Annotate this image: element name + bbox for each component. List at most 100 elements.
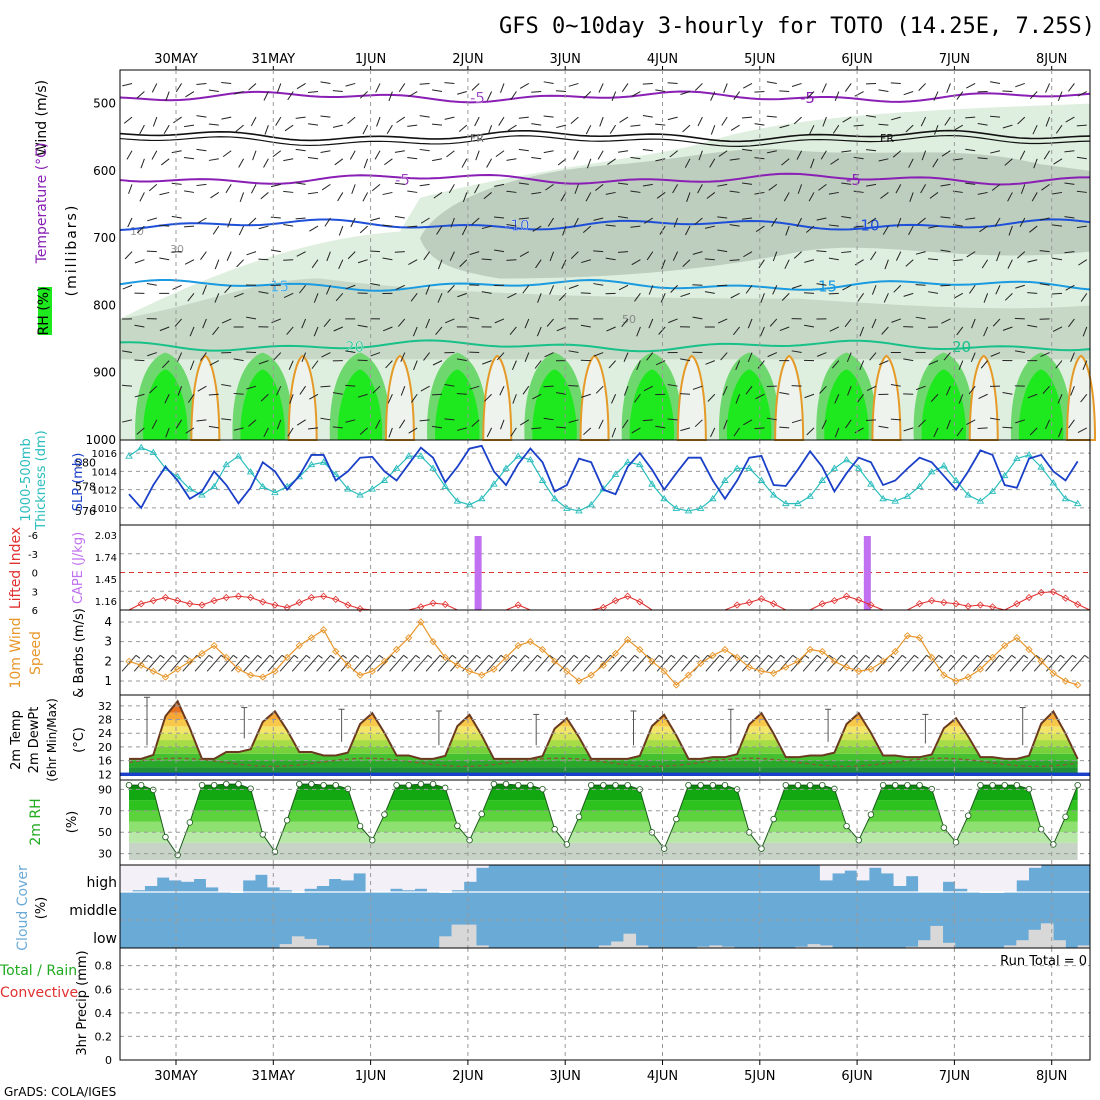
lifted-index-point: [915, 600, 924, 608]
wind-barb: [543, 417, 554, 421]
wind-barb: [697, 184, 703, 194]
lifted-index-point: [1013, 600, 1021, 608]
lifted-index-point: [320, 592, 328, 600]
cloud-high-bar: [967, 865, 980, 892]
tick-label: 12: [98, 768, 112, 781]
wind-barb: [783, 192, 790, 202]
wind-barb: [779, 326, 790, 332]
rh-point: [490, 780, 498, 788]
wind-barb: [621, 318, 629, 327]
cloud-low-bar: [279, 944, 293, 948]
lifted-index-point: [928, 597, 936, 605]
wind-barb: [1080, 393, 1088, 403]
wind-barb: [337, 192, 344, 202]
wind-barb-10m: [547, 654, 563, 672]
thickness-point: [976, 497, 985, 504]
wind-barb-10m: [573, 654, 579, 659]
cloud-low-bar: [905, 946, 919, 948]
wind-barb: [831, 360, 840, 369]
wind-barb: [400, 386, 406, 396]
wind-barb: [754, 91, 765, 93]
wind-barb: [469, 251, 480, 256]
cloud-high-bar: [942, 865, 956, 882]
wind-speed-point: [514, 641, 522, 650]
wind-speed-point: [478, 671, 486, 679]
wind-barb-10m: [340, 654, 356, 672]
isotherm-label: FR: [470, 132, 484, 145]
wind-barb: [136, 91, 145, 99]
wind-barb-10m: [841, 654, 846, 659]
wind-barb: [260, 192, 269, 200]
thickness-point: [636, 460, 644, 468]
cloud-high-bar: [476, 865, 489, 868]
wind-barb: [878, 425, 889, 429]
wind-barb: [968, 385, 976, 395]
axis-label-thickness-top: 1000-500mb: [19, 438, 34, 522]
wind-barb: [308, 156, 319, 160]
wind-barb: [755, 225, 765, 233]
slp-line: [128, 444, 1079, 510]
wind-barb: [733, 427, 741, 437]
wind-barb-10m: [476, 654, 481, 659]
wind-barb: [320, 150, 331, 153]
cloud-high-bar: [819, 865, 833, 881]
wind-speed-point: [891, 647, 899, 656]
thickness-point: [514, 452, 522, 459]
wind-barb: [779, 124, 790, 129]
wind-barb: [595, 183, 604, 191]
wind-barb: [878, 89, 889, 93]
wind-speed-point: [672, 681, 680, 689]
wind-barb: [879, 360, 889, 366]
wind-barb: [388, 427, 393, 438]
wind-barb: [287, 427, 294, 437]
rh-point: [502, 780, 510, 788]
axis-label-cape: CAPE (J/kg): [71, 532, 86, 604]
rh-point: [721, 781, 729, 789]
wind-barb: [611, 427, 617, 438]
cloud-low-bar: [1053, 940, 1066, 948]
wind-speed-point: [125, 657, 133, 665]
wind-barb-10m: [741, 654, 757, 672]
thickness-point: [648, 480, 656, 487]
wind-speed-point: [490, 665, 498, 673]
wind-barb: [977, 427, 988, 429]
wind-barb-10m: [512, 654, 518, 659]
thickness-point: [198, 491, 206, 498]
wind-barb: [345, 284, 356, 290]
wind-barb: [1042, 385, 1050, 394]
wind-barb: [171, 215, 182, 219]
wind-barb: [928, 360, 939, 365]
wind-barb: [981, 259, 989, 269]
thickness-point: [599, 485, 608, 492]
wind-barb: [684, 158, 691, 168]
rh-point: [259, 831, 266, 838]
wind-barb: [821, 83, 827, 93]
thickness-point: [660, 494, 668, 502]
wind-barb: [224, 284, 232, 294]
wind-barb: [754, 427, 765, 430]
lifted-index-point: [344, 601, 352, 609]
wind-barb-10m: [121, 654, 137, 672]
wind-speed-point: [1037, 657, 1045, 665]
wind-barb: [546, 318, 554, 327]
temp-band: [129, 767, 1078, 775]
axis-label-thickness: Thickness (dm): [34, 430, 49, 530]
wind-barb: [796, 217, 803, 228]
wind-barb: [791, 419, 802, 424]
wind-barb: [208, 393, 219, 396]
wind-barb: [283, 223, 294, 227]
wind-barb: [570, 116, 579, 125]
wind-barb: [276, 419, 282, 430]
cloud-cover-panel: high middle low Cloud Cover (%): [15, 864, 1091, 951]
wind-barb: [945, 385, 951, 396]
wind-barb-10m: [644, 654, 660, 672]
wind-barb: [544, 352, 554, 358]
wind-barb: [743, 251, 753, 258]
wind-barb-10m: [839, 654, 854, 672]
thickness-point: [745, 464, 754, 471]
thickness-point: [709, 494, 717, 502]
wind-barb: [332, 426, 343, 429]
wind-barb: [146, 283, 157, 286]
wind-barb: [419, 82, 430, 85]
wind-barb: [506, 259, 517, 261]
